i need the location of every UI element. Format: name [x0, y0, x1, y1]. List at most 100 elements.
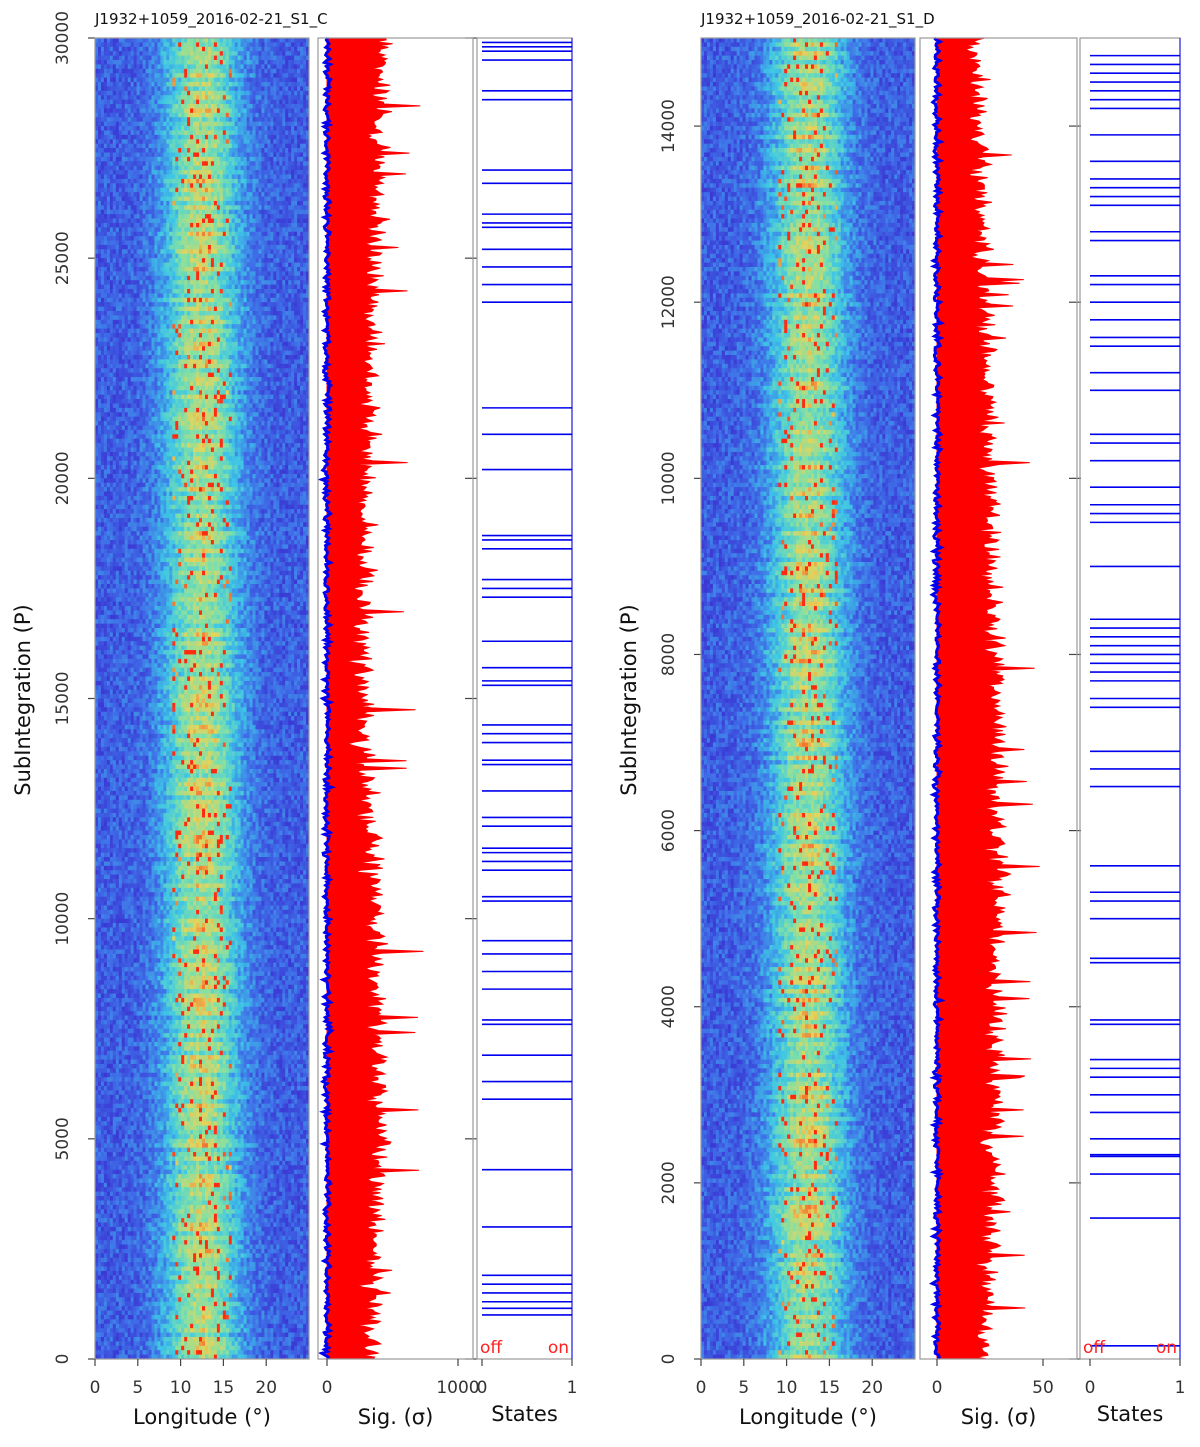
heatmap-cell	[193, 219, 196, 224]
heatmap-cell	[184, 60, 187, 65]
heatmap-cell	[104, 78, 107, 83]
heatmap-cell	[297, 157, 300, 162]
heatmap-cell	[241, 126, 244, 131]
heatmap-cell	[303, 148, 306, 153]
heatmap-cell	[244, 223, 247, 228]
heatmap-cell	[276, 210, 279, 215]
heatmap-cell	[137, 183, 140, 188]
heatmap-cell	[232, 320, 235, 325]
heatmap-cell	[163, 38, 166, 43]
heatmap-cell	[107, 205, 110, 210]
heatmap-cell	[226, 108, 229, 113]
heatmap-cell	[267, 192, 270, 197]
heatmap-cell	[146, 139, 149, 144]
heatmap-cell	[131, 104, 134, 109]
heatmap-cell	[259, 302, 262, 307]
heatmap-cell	[261, 236, 264, 241]
heatmap-cell	[101, 302, 104, 307]
heatmap-cell	[125, 73, 128, 78]
heatmap-cell	[113, 258, 116, 263]
heatmap-cell	[104, 223, 107, 228]
heatmap-cell	[270, 139, 273, 144]
heatmap-cell	[276, 170, 279, 175]
heatmap-cell	[107, 214, 110, 219]
heatmap-cell	[217, 245, 220, 250]
heatmap-cell	[190, 135, 193, 140]
heatmap-cell	[223, 51, 226, 56]
heatmap-cell	[193, 56, 196, 61]
heatmap-cell	[128, 51, 131, 56]
heatmap-cell	[208, 139, 211, 144]
heatmap-cell	[190, 148, 193, 153]
heatmap-cell	[134, 47, 137, 52]
heatmap-cell	[282, 254, 285, 259]
heatmap-cell	[116, 183, 119, 188]
heatmap-cell	[137, 56, 140, 61]
heatmap-cell	[184, 241, 187, 246]
heatmap-cell	[214, 100, 217, 105]
heatmap-cell	[143, 311, 146, 316]
heatmap-cell	[143, 108, 146, 113]
heatmap-cell	[238, 117, 241, 122]
heatmap-cell	[223, 205, 226, 210]
heatmap-cell	[154, 108, 157, 113]
heatmap-cell	[288, 130, 291, 135]
heatmap-cell	[211, 78, 214, 83]
heatmap-cell	[208, 276, 211, 281]
heatmap-cell	[196, 337, 199, 342]
heatmap-cell	[160, 122, 163, 127]
heatmap-cell	[184, 210, 187, 215]
heatmap-cell	[244, 315, 247, 320]
heatmap-cell	[134, 258, 137, 263]
heatmap-cell	[184, 232, 187, 237]
heatmap-cell	[143, 241, 146, 246]
heatmap-cell	[217, 175, 220, 180]
heatmap-cell	[157, 254, 160, 259]
heatmap-cell	[169, 126, 172, 131]
heatmap-cell	[220, 144, 223, 149]
heatmap-cell	[229, 95, 232, 100]
heatmap-cell	[226, 258, 229, 263]
heatmap-cell	[163, 223, 166, 228]
heatmap-cell	[202, 329, 205, 334]
heatmap-cell	[202, 170, 205, 175]
heatmap-cell	[253, 201, 256, 206]
heatmap-cell	[217, 263, 220, 268]
heatmap-cell	[128, 73, 131, 78]
heatmap-cell	[300, 214, 303, 219]
heatmap-cell	[202, 152, 205, 157]
heatmap-cell	[223, 148, 226, 153]
heatmap-cell	[294, 285, 297, 290]
heatmap-cell	[256, 108, 259, 113]
heatmap-cell	[253, 271, 256, 276]
heatmap-cell	[244, 161, 247, 166]
heatmap-cell	[98, 183, 101, 188]
heatmap-cell	[193, 95, 196, 100]
heatmap-cell	[253, 307, 256, 312]
heatmap-cell	[279, 271, 282, 276]
heatmap-cell	[226, 197, 229, 202]
heatmap-cell	[172, 51, 175, 56]
heatmap-cell	[104, 152, 107, 157]
heatmap-cell	[187, 95, 190, 100]
heatmap-cell	[169, 293, 172, 298]
heatmap-cell	[104, 135, 107, 140]
heatmap-cell	[211, 201, 214, 206]
heatmap-cell	[98, 267, 101, 272]
heatmap-cell	[116, 108, 119, 113]
heatmap-cell	[104, 95, 107, 100]
heatmap-cell	[193, 100, 196, 105]
heatmap-cell	[154, 219, 157, 224]
heatmap-cell	[202, 60, 205, 65]
heatmap-cell	[235, 188, 238, 193]
heatmap-cell	[276, 315, 279, 320]
heatmap-cell	[223, 42, 226, 47]
heatmap-cell	[300, 192, 303, 197]
heatmap-cell	[235, 285, 238, 290]
heatmap-cell	[125, 205, 128, 210]
heatmap-cell	[172, 329, 175, 334]
heatmap-cell	[175, 175, 178, 180]
heatmap-cell	[202, 113, 205, 118]
heatmap-cell	[247, 139, 250, 144]
heatmap-cell	[122, 82, 125, 87]
